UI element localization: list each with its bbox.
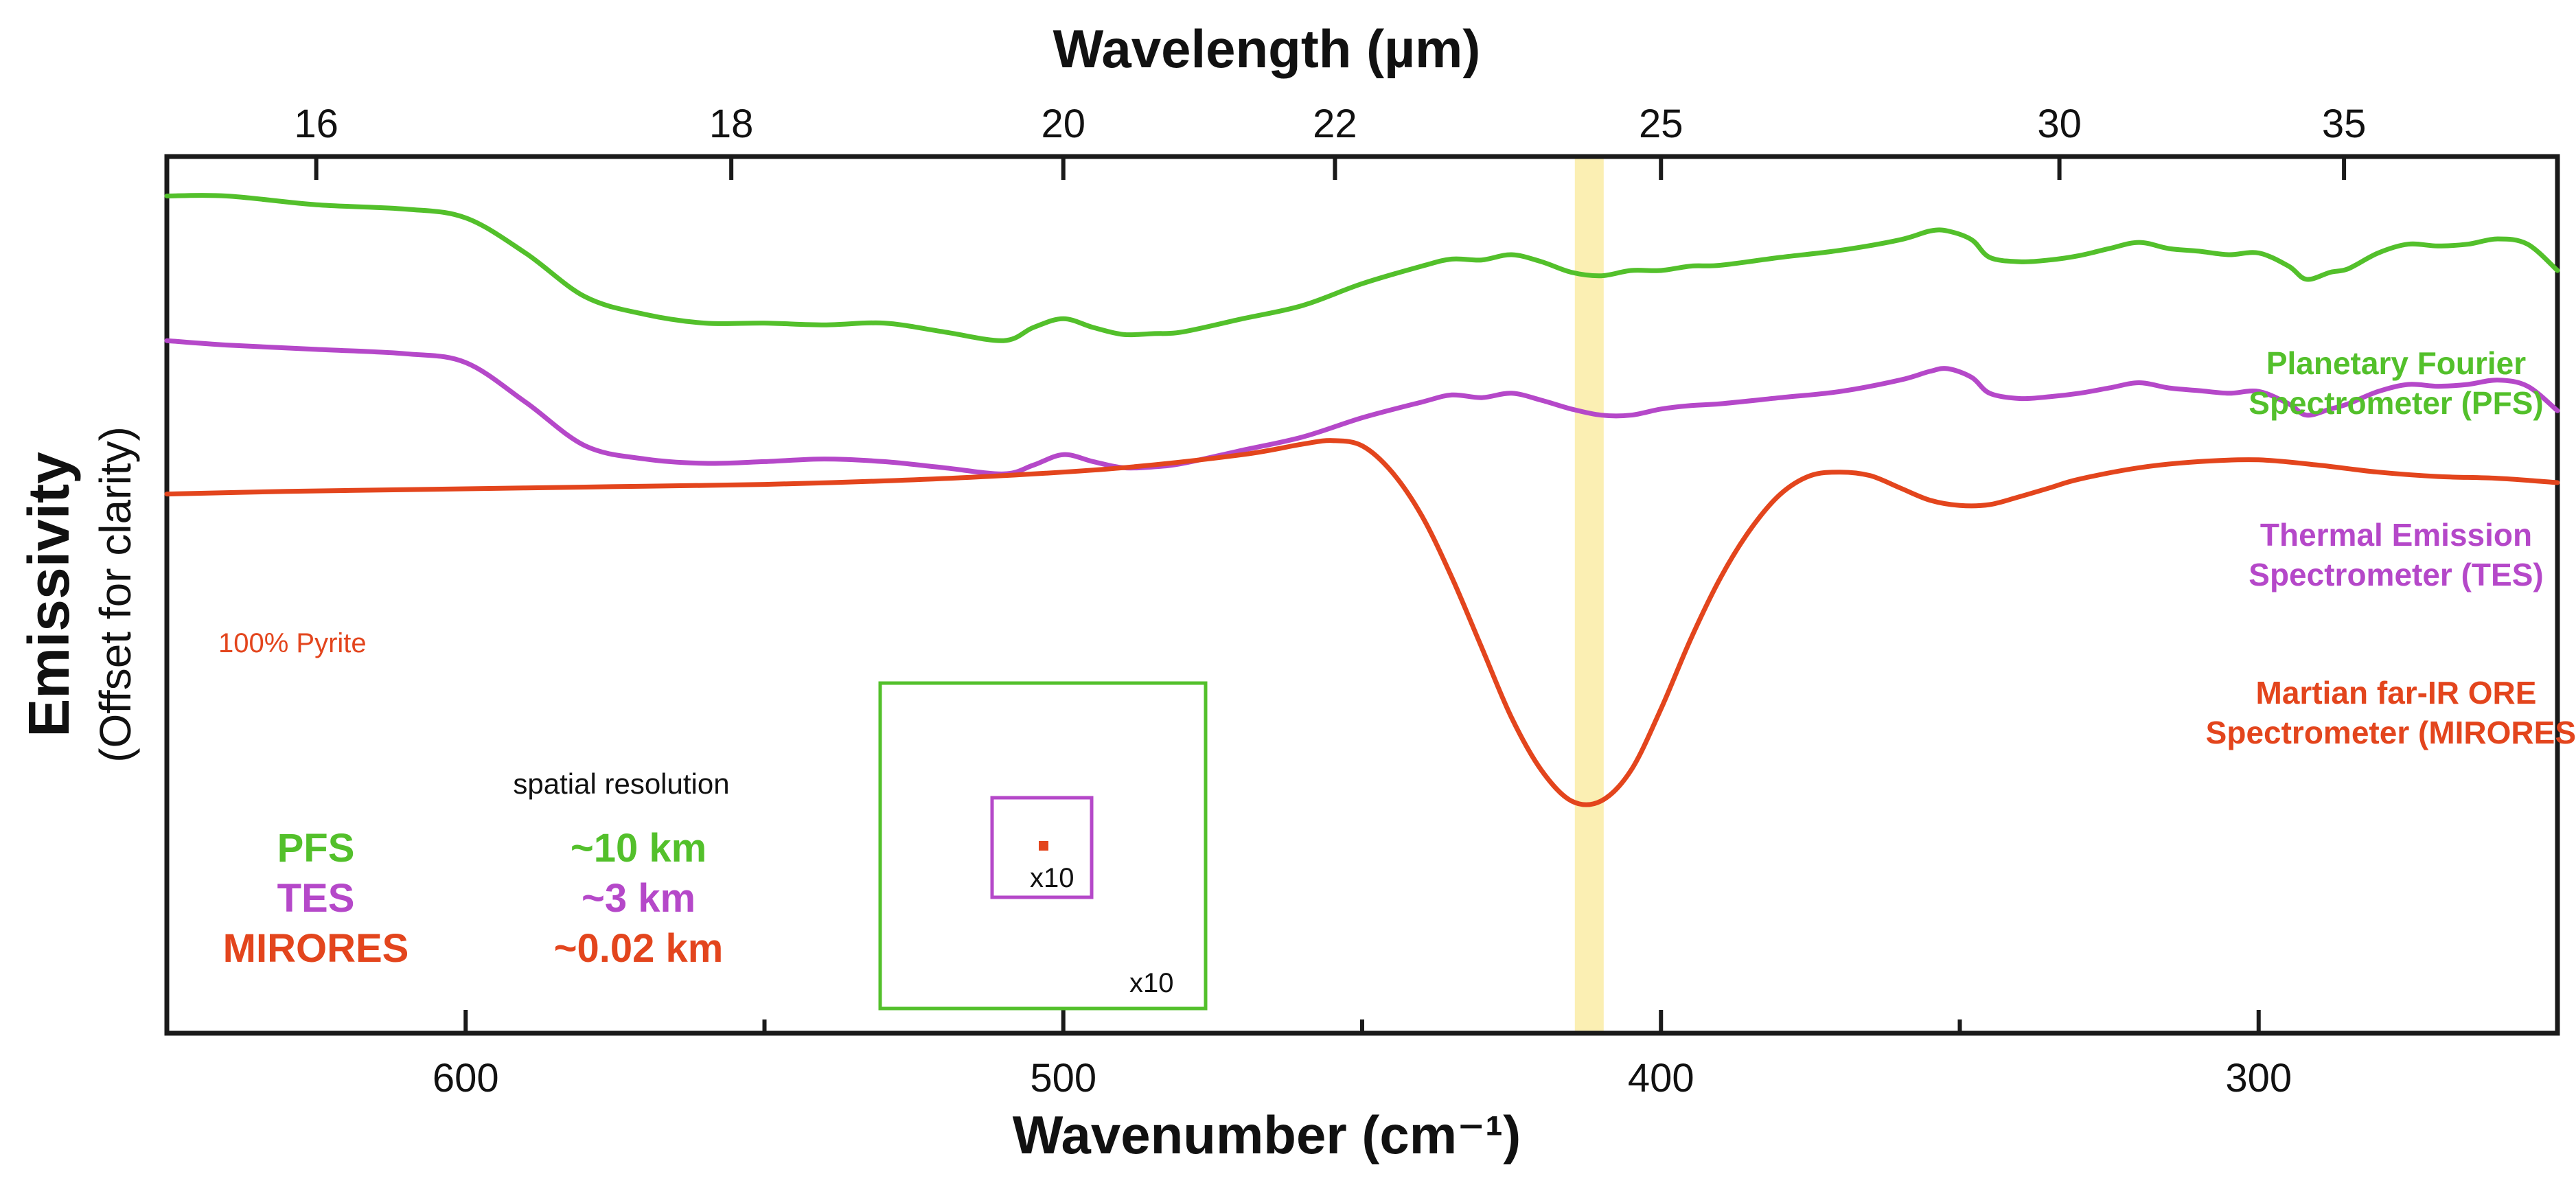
top-tick-label: 30	[2037, 102, 2082, 146]
footprint-box-mirores	[1039, 841, 1048, 851]
legend-resolution-tes: ~3 km	[582, 876, 695, 921]
top-tick-label: 25	[1639, 102, 1683, 146]
legend-resolution-pfs: ~10 km	[571, 826, 706, 871]
top-tick-label: 16	[294, 102, 338, 146]
top-tick-label: 20	[1041, 102, 1085, 146]
series-label-mirores-line1: Martian far-IR ORE	[2256, 675, 2537, 711]
series-line-mirores	[164, 438, 2560, 807]
bottom-tick-label: 600	[433, 1056, 499, 1100]
legend-name-mirores: MIRORES	[223, 926, 409, 971]
series-line-tes	[164, 338, 2560, 476]
bottom-tick-label: 400	[1628, 1056, 1694, 1100]
legend-resolution-mirores: ~0.02 km	[554, 926, 724, 971]
footprint-box-tes	[990, 796, 1094, 899]
top-tick-label: 22	[1313, 102, 1357, 146]
plot-frame	[164, 154, 2560, 1036]
bottom-axis-title: Wavenumber (cm⁻¹)	[1013, 1105, 1521, 1165]
bottom-tick-label: 300	[2225, 1056, 2292, 1100]
legend-name-pfs: PFS	[277, 826, 355, 871]
series-line-pfs	[164, 193, 2560, 343]
highlight-band	[1574, 157, 1604, 1033]
series-label-tes-line2: Spectrometer (TES)	[2249, 557, 2543, 592]
top-tick-label: 35	[2322, 102, 2367, 146]
series-label-pfs-line2: Spectrometer (PFS)	[2249, 385, 2543, 421]
inset-inner-scale-label: x10	[1030, 863, 1074, 893]
series-label-mirores-line2: Spectrometer (MIRORES)	[2206, 715, 2576, 750]
inset-outer-scale-label: x10	[1129, 968, 1174, 998]
y-axis-subtitle: (Offset for clarity)	[91, 426, 140, 763]
legend-title: spatial resolution	[513, 768, 729, 800]
bottom-tick-label: 500	[1030, 1056, 1096, 1100]
pyrite-annotation: 100% Pyrite	[218, 628, 367, 658]
top-axis-title: Wavelength (µm)	[1053, 19, 1481, 79]
y-axis-title: Emissivity	[16, 452, 81, 737]
footprint-box-pfs	[878, 681, 1208, 1011]
legend-name-tes: TES	[277, 876, 355, 921]
top-tick-label: 18	[709, 102, 754, 146]
series-label-tes-line1: Thermal Emission	[2260, 517, 2532, 553]
top-axis-ticks: 16 18 20 22 25 30 35	[294, 102, 2366, 180]
series-label-pfs-line1: Planetary Fourier	[2266, 345, 2526, 381]
bottom-axis-ticks: 600 500 400 300	[165, 1010, 2560, 1100]
